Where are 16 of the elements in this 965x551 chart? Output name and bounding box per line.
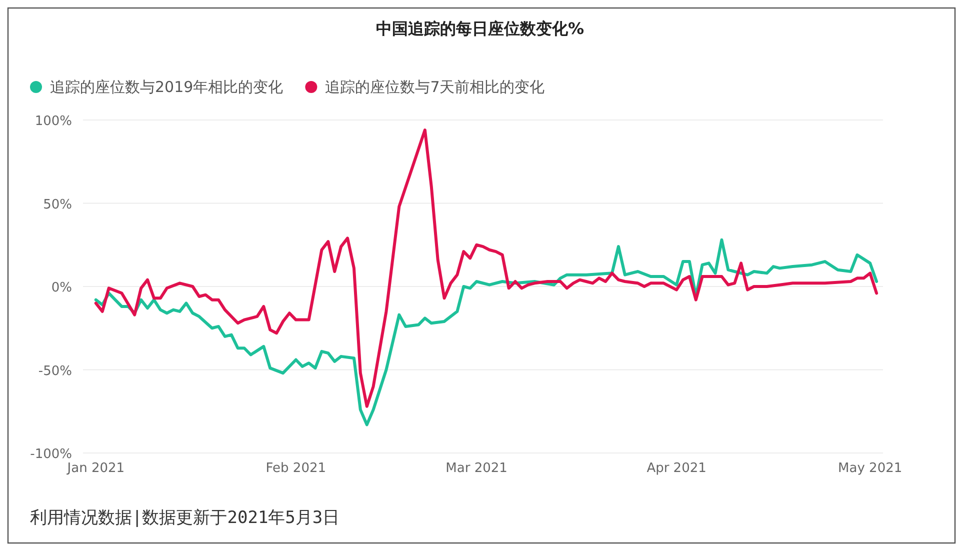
line-series	[94, 128, 878, 408]
y-tick-label: -100%	[30, 447, 72, 462]
x-tick-label: May 2021	[838, 461, 902, 476]
legend-label: 追踪的座位数与2019年相比的变化	[50, 78, 284, 96]
x-tick-label: Mar 2021	[446, 461, 508, 476]
y-tick-label: 100%	[34, 114, 72, 129]
x-tick-label: Feb 2021	[266, 461, 326, 476]
text: 利用情况数据|数据更新于2021年5月3日	[30, 508, 340, 528]
chart-title: 中国追踪的每日座位数变化%	[376, 19, 584, 38]
y-tick-label: -50%	[38, 364, 72, 379]
line-series	[94, 238, 878, 426]
x-tick-label: Apr 2021	[646, 461, 706, 476]
legend-label: 追踪的座位数与7天前相比的变化	[325, 78, 545, 96]
y-tick-label: 50%	[43, 197, 72, 212]
x-tick-label: Jan 2021	[66, 461, 125, 476]
y-tick-label: 0%	[51, 280, 72, 296]
